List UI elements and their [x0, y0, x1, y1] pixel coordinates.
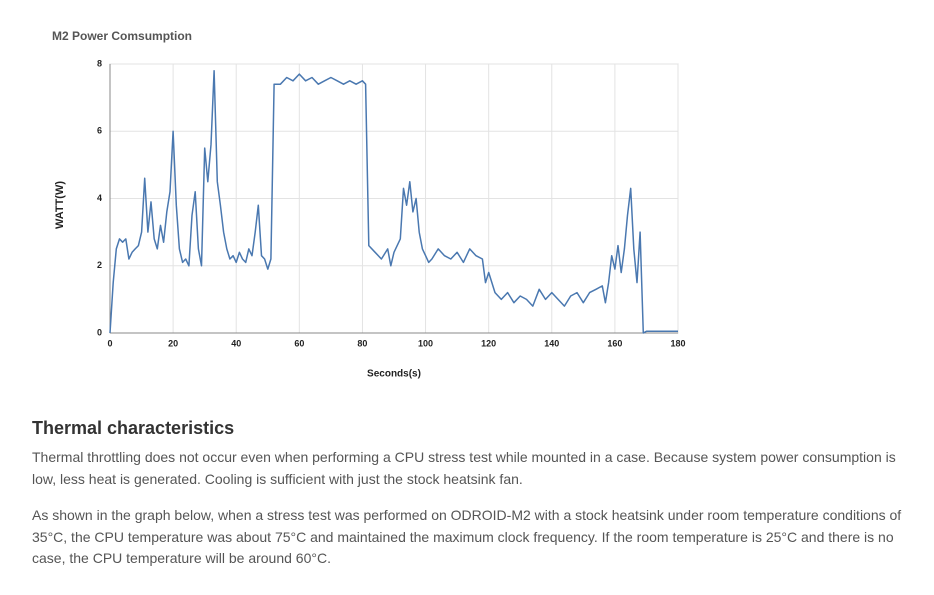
y-tick-label: 2	[97, 260, 102, 270]
x-tick-label: 40	[231, 338, 241, 348]
x-axis-label: Seconds(s)	[367, 369, 421, 380]
x-tick-label: 140	[544, 338, 559, 348]
x-tick-label: 120	[481, 338, 496, 348]
chart: M2 Power Comsumption WATT(W) Seconds(s) …	[52, 29, 686, 380]
y-tick-label: 4	[97, 193, 102, 203]
y-tick-label: 6	[97, 126, 102, 136]
x-tick-label: 80	[357, 338, 367, 348]
article: Thermal characteristics Thermal throttli…	[32, 418, 912, 585]
data-line	[109, 69, 678, 334]
x-tick-label: 160	[607, 338, 622, 348]
x-tick-label: 0	[107, 338, 112, 348]
x-tick-label: 60	[294, 338, 304, 348]
x-tick-label: 100	[418, 338, 433, 348]
section-heading: Thermal characteristics	[32, 418, 235, 438]
chart-title: M2 Power Comsumption	[52, 29, 192, 43]
y-tick-label: 8	[97, 58, 102, 68]
x-tick-label: 180	[670, 338, 685, 348]
paragraph: As shown in the graph below, when a stre…	[32, 507, 902, 566]
y-tick-label: 0	[97, 327, 102, 337]
paragraph: Thermal throttling does not occur even w…	[32, 449, 896, 487]
y-axis-label: WATT(W)	[54, 181, 66, 229]
x-tick-label: 20	[168, 338, 178, 348]
